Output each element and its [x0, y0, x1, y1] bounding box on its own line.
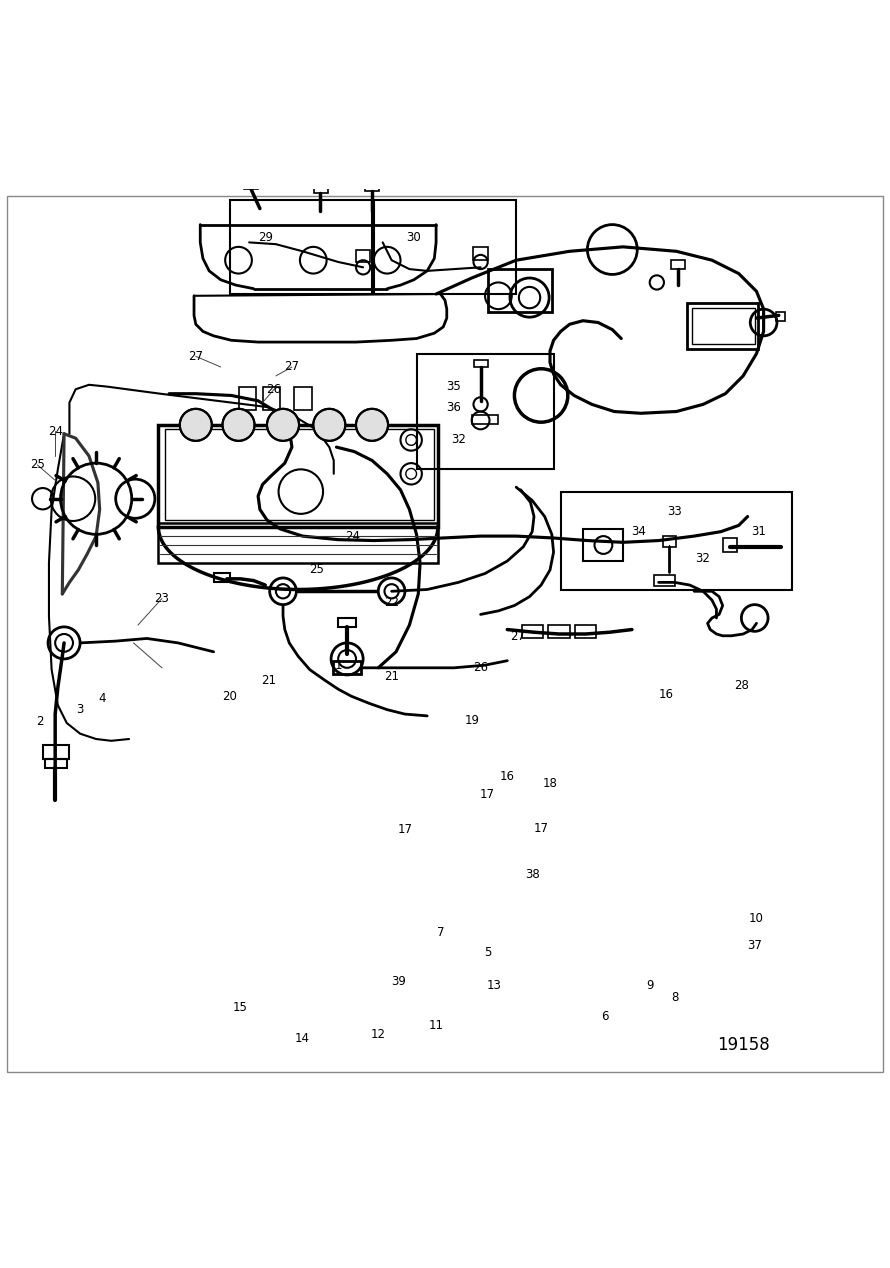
Text: 21: 21 — [384, 671, 399, 683]
Text: 2: 2 — [36, 715, 44, 728]
Text: 3: 3 — [77, 704, 84, 716]
Text: 17: 17 — [480, 787, 494, 800]
Text: 24: 24 — [48, 425, 62, 437]
Text: 33: 33 — [668, 505, 682, 517]
Text: 18: 18 — [543, 777, 557, 790]
Text: 4: 4 — [99, 691, 106, 705]
Text: 38: 38 — [525, 867, 539, 881]
Text: 5: 5 — [484, 946, 491, 959]
Circle shape — [180, 408, 212, 441]
Text: 15: 15 — [233, 1002, 247, 1014]
Text: 8: 8 — [671, 990, 678, 1003]
Text: 32: 32 — [696, 552, 710, 564]
Text: 14: 14 — [295, 1032, 310, 1045]
Text: 24: 24 — [345, 530, 360, 543]
Text: 29: 29 — [258, 232, 272, 245]
Text: 30: 30 — [407, 232, 421, 245]
Text: 28: 28 — [734, 680, 748, 692]
Text: 27: 27 — [511, 630, 525, 643]
Text: 23: 23 — [155, 592, 169, 605]
Circle shape — [222, 408, 255, 441]
Circle shape — [356, 408, 388, 441]
Text: 16: 16 — [659, 689, 673, 701]
Text: 34: 34 — [632, 525, 646, 538]
Text: 35: 35 — [447, 380, 461, 393]
Text: 12: 12 — [371, 1028, 385, 1041]
Text: 36: 36 — [447, 401, 461, 413]
Text: 16: 16 — [500, 770, 514, 782]
Circle shape — [313, 408, 345, 441]
Text: 6: 6 — [602, 1011, 609, 1023]
Text: 27: 27 — [189, 350, 203, 363]
Text: 19: 19 — [465, 714, 479, 727]
Text: 17: 17 — [534, 822, 548, 834]
Text: 37: 37 — [748, 940, 762, 952]
Text: 26: 26 — [473, 662, 488, 675]
Text: 17: 17 — [398, 823, 412, 837]
Text: 39: 39 — [392, 975, 406, 988]
Text: 31: 31 — [751, 525, 765, 538]
Text: 25: 25 — [310, 563, 324, 577]
Text: 11: 11 — [429, 1019, 443, 1032]
Text: 1: 1 — [335, 658, 342, 672]
Text: 13: 13 — [487, 979, 501, 992]
Text: 20: 20 — [222, 690, 237, 702]
Circle shape — [267, 408, 299, 441]
Text: 19158: 19158 — [716, 1036, 770, 1054]
Text: 22: 22 — [384, 596, 399, 610]
Text: 27: 27 — [285, 360, 299, 374]
Text: 21: 21 — [262, 673, 276, 687]
Text: 32: 32 — [451, 434, 465, 446]
Text: 9: 9 — [646, 979, 653, 992]
Text: 7: 7 — [437, 926, 444, 938]
Text: 26: 26 — [267, 383, 281, 396]
Text: 10: 10 — [749, 912, 764, 926]
Text: 25: 25 — [30, 459, 44, 472]
